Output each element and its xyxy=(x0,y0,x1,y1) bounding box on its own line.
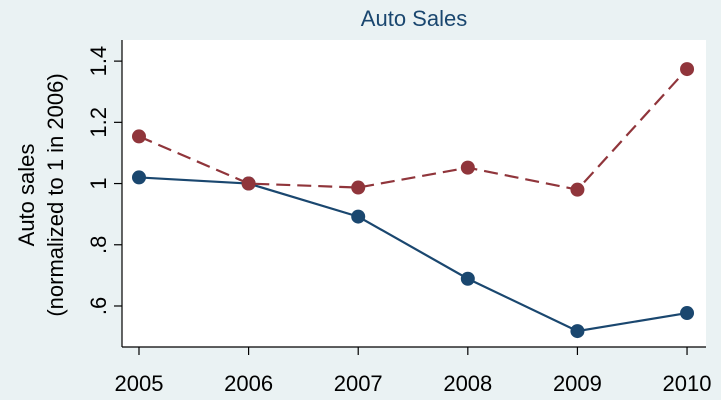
y-tick-label: 1.4 xyxy=(86,46,111,77)
y-axis-label: (normalized to 1 in 2006) xyxy=(43,73,68,316)
x-tick-label: 2009 xyxy=(553,371,602,396)
y-axis-label: Auto sales xyxy=(14,144,39,247)
data-point xyxy=(241,176,256,191)
data-point xyxy=(680,306,695,321)
series-line xyxy=(138,68,688,191)
data-point xyxy=(131,170,146,185)
x-tick-label: 2006 xyxy=(224,371,273,396)
data-point xyxy=(351,209,366,224)
data-point xyxy=(570,324,585,339)
data-point xyxy=(680,62,695,77)
data-point xyxy=(351,180,366,195)
x-tick-label: 2008 xyxy=(443,371,492,396)
data-point xyxy=(131,129,146,144)
series-line xyxy=(138,176,688,333)
y-tick-label: .6 xyxy=(86,297,111,315)
x-tick-label: 2007 xyxy=(334,371,383,396)
data-point xyxy=(460,160,475,175)
plot-area xyxy=(122,40,706,347)
x-tick-label: 2010 xyxy=(663,371,712,396)
data-point xyxy=(570,182,585,197)
y-tick-label: 1.2 xyxy=(86,107,111,138)
y-tick-label: .8 xyxy=(86,236,111,254)
data-point xyxy=(460,271,475,286)
x-tick-label: 2005 xyxy=(115,371,164,396)
chart-title: Auto Sales xyxy=(361,6,467,31)
y-tick-label: 1 xyxy=(86,177,111,189)
